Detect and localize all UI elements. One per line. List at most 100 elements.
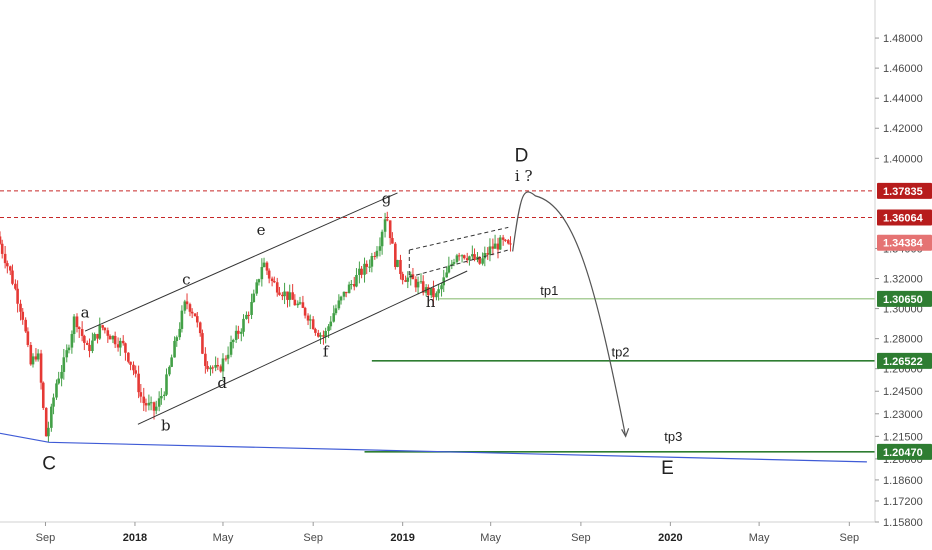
candle-body (80, 329, 84, 336)
wave-label: tp2 (611, 345, 629, 360)
candle-body (465, 258, 469, 261)
candle-body (134, 370, 137, 374)
x-tick-label: 2020 (658, 532, 682, 544)
candle-body (358, 268, 361, 275)
candle-body (34, 356, 38, 360)
candle-body (8, 266, 12, 271)
candle (91, 332, 94, 354)
candle-body (96, 334, 99, 339)
candle-body (281, 294, 284, 297)
candle-body (260, 267, 264, 280)
candle (388, 220, 392, 245)
candle-body (250, 302, 253, 315)
candle (440, 282, 443, 297)
candle-body (308, 319, 312, 321)
candle-body (375, 250, 379, 257)
candle-body (209, 367, 212, 370)
wave-label: d (217, 374, 227, 392)
candle-body (471, 254, 474, 257)
candle-body (452, 262, 456, 264)
price-badge: 1.37835 (877, 182, 932, 199)
candle (245, 311, 248, 320)
candle-body (391, 238, 394, 244)
candle-body (355, 274, 358, 287)
candle-body (157, 398, 161, 407)
candle-body (185, 301, 189, 305)
candle-body (193, 313, 197, 317)
candle-body (113, 335, 117, 345)
candle (162, 391, 166, 401)
candle-body (160, 395, 163, 399)
candle-body (57, 378, 60, 384)
wave-label: i ? (515, 167, 533, 185)
candle-body (496, 243, 500, 250)
candle-body (414, 279, 418, 288)
candle (306, 313, 310, 326)
candle (224, 355, 228, 362)
candle-body (180, 310, 184, 329)
candle (416, 276, 420, 295)
candle-body (60, 371, 63, 379)
candle (493, 234, 497, 249)
price-badge: 1.30650 (877, 290, 932, 307)
candle-body (303, 307, 307, 316)
candle-body (118, 340, 122, 348)
candle (14, 279, 17, 291)
candle (291, 284, 294, 300)
candle (188, 302, 192, 317)
candle-body (478, 256, 481, 264)
candle (339, 295, 343, 305)
candle (50, 403, 53, 432)
x-tick-label: May (213, 532, 234, 544)
x-tick-label: May (749, 532, 770, 544)
candle (11, 264, 14, 286)
candle-body (288, 292, 292, 300)
candle-body (124, 343, 127, 353)
candle (337, 294, 341, 311)
candle-body (152, 402, 156, 411)
candle-body (419, 281, 423, 283)
candle (214, 356, 217, 372)
candle-body (237, 330, 240, 334)
candle (118, 337, 122, 356)
candle-body (144, 403, 148, 406)
candle (396, 259, 399, 268)
candle (262, 257, 266, 268)
candle (67, 344, 71, 354)
candle-body (0, 243, 4, 254)
candle-body (173, 340, 176, 358)
candle (60, 365, 63, 387)
candle-body (165, 374, 168, 395)
candle-body (0, 236, 2, 244)
candle (267, 268, 271, 284)
candle (399, 254, 402, 280)
wave-label: h (426, 293, 436, 311)
candle-body (291, 292, 294, 300)
candle (314, 327, 317, 336)
candle (142, 387, 146, 412)
candle (231, 338, 235, 349)
candle-body (509, 243, 512, 245)
candle-body (41, 382, 45, 408)
candle (447, 256, 451, 274)
candle-body (129, 361, 132, 365)
horizontal-levels (0, 190, 875, 453)
candle (288, 284, 292, 307)
candle-body (214, 365, 217, 368)
candle (116, 337, 120, 352)
candle (132, 361, 135, 376)
candle-body (342, 291, 346, 297)
candle (173, 336, 176, 358)
candle-body (195, 316, 199, 323)
candle-body (501, 237, 505, 240)
candle-body (234, 330, 238, 340)
candle-body (347, 284, 351, 294)
candle-body (322, 335, 325, 337)
price-badge: 1.36064 (877, 209, 932, 226)
y-tick-label: 1.28000 (883, 334, 923, 346)
candle-body (44, 407, 48, 437)
projection-arrowhead (621, 428, 630, 438)
